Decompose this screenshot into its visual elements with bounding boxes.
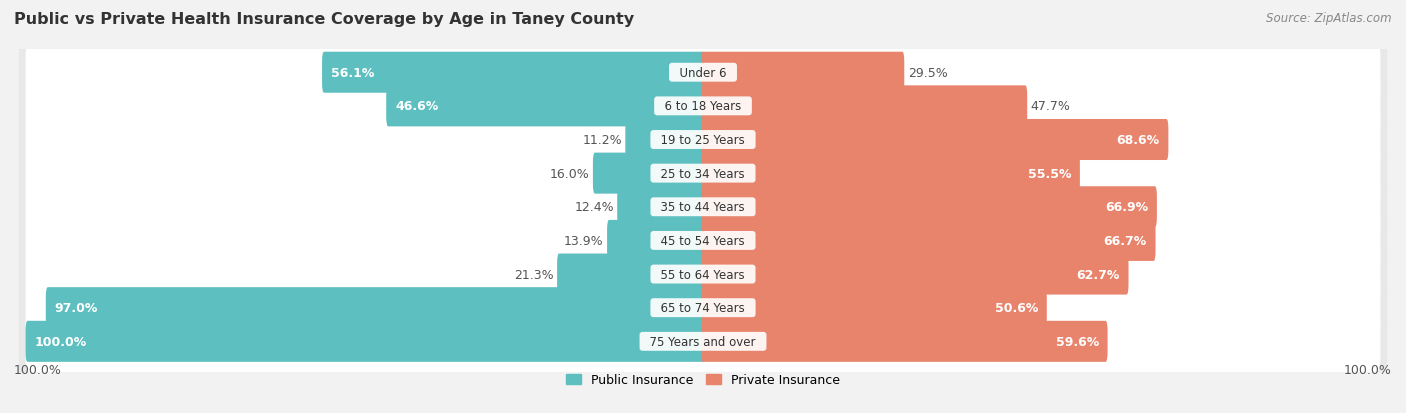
Text: 45 to 54 Years: 45 to 54 Years [654, 234, 752, 247]
FancyBboxPatch shape [25, 109, 1381, 171]
Text: 29.5%: 29.5% [908, 66, 948, 80]
Text: 97.0%: 97.0% [55, 301, 98, 314]
Legend: Public Insurance, Private Insurance: Public Insurance, Private Insurance [561, 368, 845, 391]
FancyBboxPatch shape [25, 311, 1381, 372]
Text: 55 to 64 Years: 55 to 64 Years [654, 268, 752, 281]
Text: 11.2%: 11.2% [582, 134, 621, 147]
FancyBboxPatch shape [25, 43, 1381, 104]
FancyBboxPatch shape [25, 143, 1381, 204]
Text: 25 to 34 Years: 25 to 34 Years [654, 167, 752, 180]
Text: 55.5%: 55.5% [1028, 167, 1071, 180]
Text: Public vs Private Health Insurance Coverage by Age in Taney County: Public vs Private Health Insurance Cover… [14, 12, 634, 27]
FancyBboxPatch shape [626, 120, 704, 161]
Text: 46.6%: 46.6% [395, 100, 439, 113]
Text: 68.6%: 68.6% [1116, 134, 1160, 147]
FancyBboxPatch shape [25, 210, 1381, 271]
FancyBboxPatch shape [702, 120, 1168, 161]
Text: 100.0%: 100.0% [14, 363, 62, 377]
FancyBboxPatch shape [557, 254, 704, 295]
Text: 75 Years and over: 75 Years and over [643, 335, 763, 348]
FancyBboxPatch shape [25, 244, 1381, 305]
Text: 13.9%: 13.9% [564, 234, 603, 247]
Text: 19 to 25 Years: 19 to 25 Years [654, 134, 752, 147]
FancyBboxPatch shape [702, 321, 1108, 362]
Text: 62.7%: 62.7% [1077, 268, 1119, 281]
FancyBboxPatch shape [702, 287, 1047, 328]
Text: 100.0%: 100.0% [34, 335, 87, 348]
Text: 100.0%: 100.0% [1344, 363, 1392, 377]
Text: Under 6: Under 6 [672, 66, 734, 80]
FancyBboxPatch shape [387, 86, 704, 127]
FancyBboxPatch shape [702, 254, 1129, 295]
FancyBboxPatch shape [322, 52, 704, 93]
Text: 66.7%: 66.7% [1104, 234, 1147, 247]
Text: 35 to 44 Years: 35 to 44 Years [654, 201, 752, 214]
FancyBboxPatch shape [25, 278, 1381, 339]
Text: 12.4%: 12.4% [574, 201, 614, 214]
Text: 50.6%: 50.6% [994, 301, 1038, 314]
FancyBboxPatch shape [593, 153, 704, 194]
FancyBboxPatch shape [18, 267, 1388, 349]
FancyBboxPatch shape [18, 233, 1388, 316]
Text: 16.0%: 16.0% [550, 167, 589, 180]
FancyBboxPatch shape [18, 65, 1388, 148]
FancyBboxPatch shape [702, 86, 1028, 127]
FancyBboxPatch shape [18, 166, 1388, 249]
FancyBboxPatch shape [18, 199, 1388, 282]
FancyBboxPatch shape [25, 76, 1381, 137]
Text: 47.7%: 47.7% [1031, 100, 1070, 113]
Text: Source: ZipAtlas.com: Source: ZipAtlas.com [1267, 12, 1392, 25]
Text: 56.1%: 56.1% [330, 66, 374, 80]
FancyBboxPatch shape [18, 133, 1388, 215]
FancyBboxPatch shape [25, 321, 704, 362]
FancyBboxPatch shape [25, 177, 1381, 238]
FancyBboxPatch shape [702, 153, 1080, 194]
Text: 66.9%: 66.9% [1105, 201, 1149, 214]
Text: 21.3%: 21.3% [515, 268, 554, 281]
FancyBboxPatch shape [702, 52, 904, 93]
FancyBboxPatch shape [46, 287, 704, 328]
FancyBboxPatch shape [18, 99, 1388, 181]
Text: 65 to 74 Years: 65 to 74 Years [654, 301, 752, 314]
FancyBboxPatch shape [607, 221, 704, 261]
FancyBboxPatch shape [18, 300, 1388, 383]
FancyBboxPatch shape [18, 32, 1388, 114]
Text: 6 to 18 Years: 6 to 18 Years [657, 100, 749, 113]
Text: 59.6%: 59.6% [1056, 335, 1099, 348]
FancyBboxPatch shape [702, 221, 1156, 261]
FancyBboxPatch shape [702, 187, 1157, 228]
FancyBboxPatch shape [617, 187, 704, 228]
